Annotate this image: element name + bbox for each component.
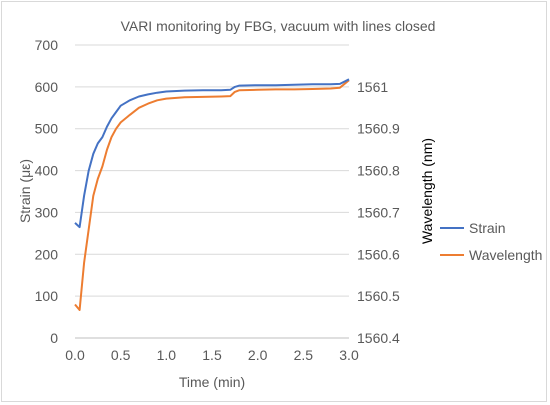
left-y-tick-label: 600: [35, 79, 59, 95]
gridlines: [75, 44, 349, 297]
left-y-axis-label: Strain (με): [17, 159, 33, 223]
right-y-tick-label: 1560.9: [357, 121, 400, 137]
x-axis-label: Time (min): [179, 374, 245, 390]
right-y-tick-label: 1561: [357, 79, 388, 95]
legend-label-strain: Strain: [469, 220, 506, 236]
left-y-tick-label: 200: [35, 246, 59, 262]
left-y-tick-label: 400: [35, 163, 59, 179]
left-y-tick-label: 100: [35, 288, 59, 304]
x-tick-label: 3.0: [339, 347, 359, 363]
right-y-tick-label: 1560.8: [357, 163, 400, 179]
left-y-tick-labels: 0 100 200 300 400 500 600 700: [35, 37, 59, 346]
x-tick-labels: 0.0 0.5 1.0 1.5 2.0 2.5 3.0: [65, 347, 359, 363]
chart-title: VARI monitoring by FBG, vacuum with line…: [121, 18, 436, 34]
left-y-tick-label: 0: [50, 330, 58, 346]
series-layer: [74, 78, 350, 311]
series-line-wavelength: [74, 79, 350, 311]
left-y-tick-label: 500: [35, 121, 59, 137]
right-y-tick-label: 1560.4: [357, 330, 400, 346]
x-tick-label: 2.0: [248, 347, 268, 363]
left-y-tick-label: 300: [35, 204, 59, 220]
right-y-axis-label: Wavelength (nm): [419, 138, 435, 244]
x-tick-label: 0.5: [111, 347, 131, 363]
right-y-tick-label: 1560.6: [357, 246, 400, 262]
legend: Strain Wavelength: [440, 220, 542, 263]
legend-label-wavelength: Wavelength: [469, 247, 542, 263]
x-tick-label: 1.5: [202, 347, 222, 363]
x-tick-label: 0.0: [65, 347, 85, 363]
right-y-tick-label: 1560.7: [357, 204, 400, 220]
right-y-tick-labels: 1560.4 1560.5 1560.6 1560.7 1560.8 1560.9 1561: [357, 79, 400, 346]
x-tick-label: 2.5: [294, 347, 314, 363]
series-line-strain: [74, 78, 350, 229]
x-tick-label: 1.0: [157, 347, 177, 363]
left-y-tick-label: 700: [35, 37, 59, 53]
right-y-tick-label: 1560.5: [357, 288, 400, 304]
